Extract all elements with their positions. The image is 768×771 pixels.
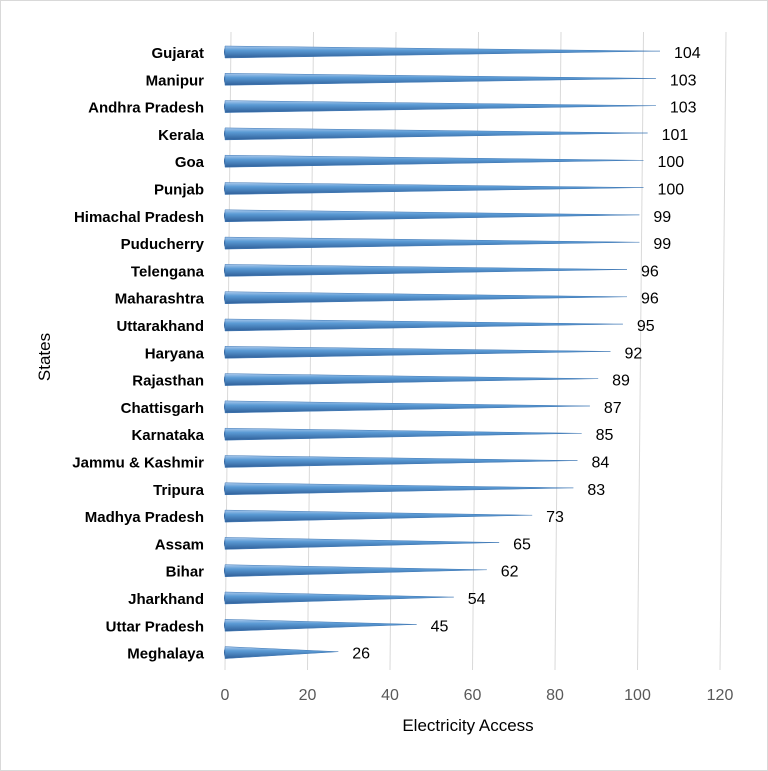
data-label: 62 — [501, 564, 519, 581]
data-label: 73 — [546, 509, 564, 526]
bar — [224, 209, 640, 223]
category-label: Bihar — [166, 564, 205, 581]
bar — [224, 482, 574, 496]
x-tick-label: 80 — [546, 687, 564, 704]
bar — [224, 400, 590, 414]
category-label: Madhya Pradesh — [85, 509, 204, 526]
data-label: 54 — [468, 591, 486, 608]
bar — [224, 100, 656, 113]
x-tick-label: 0 — [221, 687, 230, 704]
bar — [224, 591, 454, 605]
data-label: 65 — [513, 536, 531, 553]
x-tick-label: 120 — [707, 687, 734, 704]
category-label: Jammu & Kashmir — [72, 455, 204, 472]
x-tick-labels: 0 20 40 60 80 100 120 — [221, 687, 734, 704]
data-label: 45 — [431, 618, 449, 635]
bar — [224, 182, 644, 195]
category-label: Meghalaya — [127, 646, 204, 663]
data-label: 85 — [596, 427, 614, 444]
category-label: Andhra Pradesh — [88, 100, 204, 117]
bar — [224, 291, 628, 304]
bar — [224, 346, 611, 359]
x-tick-label: 100 — [624, 687, 651, 704]
data-label: 96 — [641, 291, 659, 308]
data-labels: 104 103 103 101 100 100 99 99 96 96 95 92 89 87 85 84 83… — [352, 45, 701, 663]
category-label: Assam — [155, 536, 204, 553]
bar — [224, 236, 640, 250]
data-label: 89 — [612, 373, 630, 390]
bar — [224, 73, 656, 86]
category-label: Goa — [175, 154, 205, 171]
x-tick-label: 40 — [381, 687, 399, 704]
category-label: Manipur — [146, 72, 204, 89]
bar — [224, 264, 628, 277]
category-labels: Gujarat Manipur Andhra Pradesh Kerala Goa Pun… — [72, 45, 204, 663]
bar — [224, 646, 339, 659]
data-label: 87 — [604, 400, 622, 417]
data-label: 95 — [637, 318, 655, 335]
x-axis-title: Electricity Access — [402, 716, 533, 735]
gridline — [719, 31, 727, 671]
x-tick-label: 60 — [464, 687, 482, 704]
data-label: 99 — [653, 236, 671, 253]
y-axis-title: States — [35, 333, 54, 381]
data-label: 103 — [670, 72, 697, 89]
data-label: 100 — [658, 154, 685, 171]
data-label: 26 — [352, 646, 370, 663]
data-label: 84 — [592, 455, 610, 472]
category-label: Chattisgarh — [121, 400, 204, 417]
gridline — [637, 31, 644, 671]
bar — [224, 509, 533, 523]
data-label: 100 — [658, 182, 685, 199]
bar — [224, 45, 661, 59]
bars — [224, 45, 661, 659]
bar — [224, 154, 644, 168]
category-label: Haryana — [145, 345, 205, 362]
category-label: Uttarakhand — [116, 318, 204, 335]
data-label: 101 — [662, 127, 689, 144]
data-label: 83 — [587, 482, 605, 499]
category-label: Punjab — [154, 182, 204, 199]
data-label: 99 — [653, 209, 671, 226]
data-label: 96 — [641, 263, 659, 280]
bar — [224, 427, 582, 441]
category-label: Jharkhand — [128, 591, 204, 608]
category-label: Uttar Pradesh — [106, 618, 204, 635]
x-tick-label: 20 — [299, 687, 317, 704]
data-label: 103 — [670, 100, 697, 117]
category-label: Telengana — [131, 263, 205, 280]
bar — [224, 318, 623, 332]
bar — [224, 455, 578, 468]
data-label: 92 — [625, 345, 643, 362]
bar — [224, 127, 648, 141]
category-label: Maharashtra — [115, 291, 205, 308]
category-label: Tripura — [153, 482, 205, 499]
bar — [224, 537, 500, 550]
category-label: Gujarat — [151, 45, 204, 62]
data-label: 104 — [674, 45, 701, 62]
category-label: Himachal Pradesh — [74, 209, 204, 226]
bar — [224, 564, 487, 577]
category-label: Kerala — [158, 127, 205, 144]
category-label: Karnataka — [131, 427, 204, 444]
category-label: Rajasthan — [132, 373, 204, 390]
bar — [224, 619, 417, 632]
category-label: Puducherry — [121, 236, 205, 253]
bar — [224, 373, 599, 386]
